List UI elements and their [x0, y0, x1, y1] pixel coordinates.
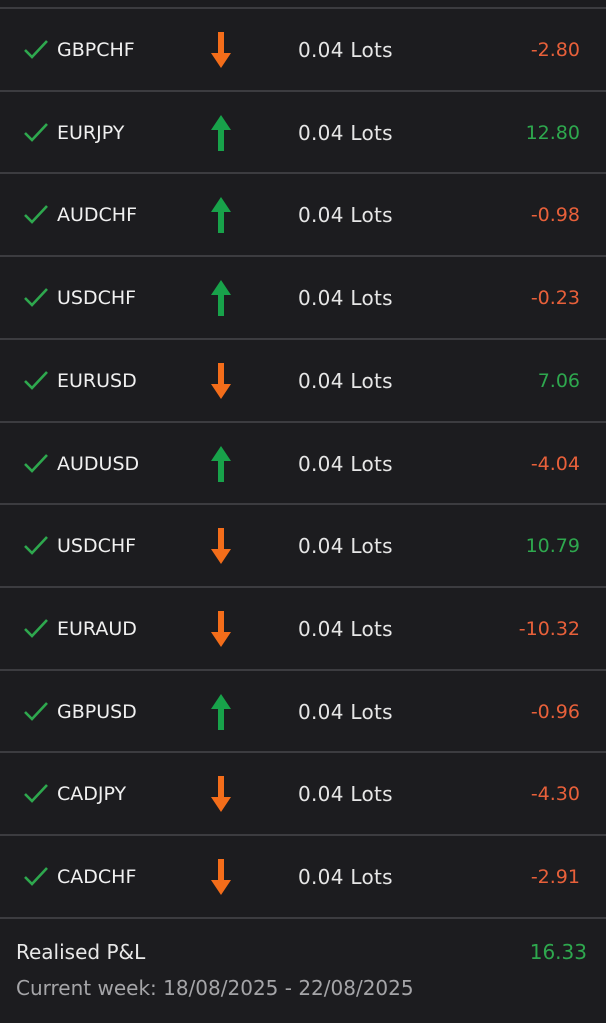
row-divider — [0, 503, 606, 505]
trade-pnl: -4.04 — [530, 452, 580, 475]
row-divider — [0, 751, 606, 753]
check-icon — [22, 865, 50, 889]
arrow-up-icon — [208, 444, 234, 484]
check-icon — [22, 38, 50, 62]
arrow-down-icon — [208, 857, 234, 897]
arrow-down-icon — [208, 609, 234, 649]
trade-pnl: 7.06 — [537, 369, 580, 392]
check-icon — [22, 369, 50, 393]
row-divider — [0, 255, 606, 257]
row-divider — [0, 586, 606, 588]
lot-size: 0.04 Lots — [298, 202, 393, 227]
trade-pnl: -0.96 — [530, 700, 580, 723]
lot-size: 0.04 Lots — [298, 368, 393, 393]
check-icon — [22, 700, 50, 724]
row-divider — [0, 834, 606, 836]
arrow-down-icon — [208, 526, 234, 566]
realised-pnl-value: 16.33 — [529, 940, 587, 964]
trade-row[interactable]: EURAUD 0.04 Lots -10.32 — [0, 588, 606, 669]
lot-size: 0.04 Lots — [298, 37, 393, 62]
trade-pnl: -10.32 — [518, 617, 580, 640]
arrow-up-icon — [208, 278, 234, 318]
row-divider — [0, 172, 606, 174]
trade-row[interactable]: USDCHF 0.04 Lots -0.23 — [0, 257, 606, 338]
check-icon — [22, 286, 50, 310]
lot-size: 0.04 Lots — [298, 285, 393, 310]
check-icon — [22, 452, 50, 476]
row-divider — [0, 338, 606, 340]
check-icon — [22, 617, 50, 641]
trade-pnl: -0.98 — [530, 203, 580, 226]
trade-pnl: -0.23 — [530, 286, 580, 309]
trade-row[interactable]: CADCHF 0.04 Lots -2.91 — [0, 836, 606, 917]
check-icon — [22, 782, 50, 806]
trade-row[interactable]: AUDUSD 0.04 Lots -4.04 — [0, 423, 606, 504]
lot-size: 0.04 Lots — [298, 616, 393, 641]
row-divider — [0, 7, 606, 9]
arrow-down-icon — [208, 361, 234, 401]
row-divider — [0, 421, 606, 423]
lot-size: 0.04 Lots — [298, 864, 393, 889]
current-week-range: Current week: 18/08/2025 - 22/08/2025 — [16, 976, 414, 1000]
lot-size: 0.04 Lots — [298, 120, 393, 145]
symbol: CADCHF — [57, 865, 137, 888]
symbol: USDCHF — [57, 534, 137, 557]
trade-pnl: -2.91 — [530, 865, 580, 888]
symbol: AUDUSD — [57, 452, 140, 475]
check-icon — [22, 534, 50, 558]
symbol: USDCHF — [57, 286, 137, 309]
arrow-down-icon — [208, 774, 234, 814]
trade-row[interactable]: GBPUSD 0.04 Lots -0.96 — [0, 671, 606, 752]
trade-pnl: -4.30 — [530, 782, 580, 805]
trade-row[interactable]: AUDCHF 0.04 Lots -0.98 — [0, 174, 606, 255]
row-divider — [0, 90, 606, 92]
lot-size: 0.04 Lots — [298, 533, 393, 558]
realised-pnl-label: Realised P&L — [16, 940, 146, 964]
arrow-up-icon — [208, 113, 234, 153]
check-icon — [22, 121, 50, 145]
arrow-up-icon — [208, 195, 234, 235]
trade-pnl: 10.79 — [525, 534, 580, 557]
symbol: CADJPY — [57, 782, 127, 805]
row-divider — [0, 669, 606, 671]
symbol: AUDCHF — [57, 203, 138, 226]
arrow-down-icon — [208, 30, 234, 70]
trade-row[interactable]: GBPCHF 0.04 Lots -2.80 — [0, 9, 606, 90]
lot-size: 0.04 Lots — [298, 451, 393, 476]
symbol: EURJPY — [57, 121, 125, 144]
trade-row[interactable]: EURJPY 0.04 Lots 12.80 — [0, 92, 606, 173]
symbol: GBPCHF — [57, 38, 135, 61]
trade-pnl: 12.80 — [525, 121, 580, 144]
symbol: EURUSD — [57, 369, 137, 392]
symbol: EURAUD — [57, 617, 137, 640]
trade-row[interactable]: CADJPY 0.04 Lots -4.30 — [0, 753, 606, 834]
lot-size: 0.04 Lots — [298, 781, 393, 806]
check-icon — [22, 203, 50, 227]
lot-size: 0.04 Lots — [298, 699, 393, 724]
symbol: GBPUSD — [57, 700, 137, 723]
row-divider — [0, 917, 606, 919]
trade-pnl: -2.80 — [530, 38, 580, 61]
trade-row[interactable]: USDCHF 0.04 Lots 10.79 — [0, 505, 606, 586]
trade-row[interactable]: EURUSD 0.04 Lots 7.06 — [0, 340, 606, 421]
arrow-up-icon — [208, 692, 234, 732]
